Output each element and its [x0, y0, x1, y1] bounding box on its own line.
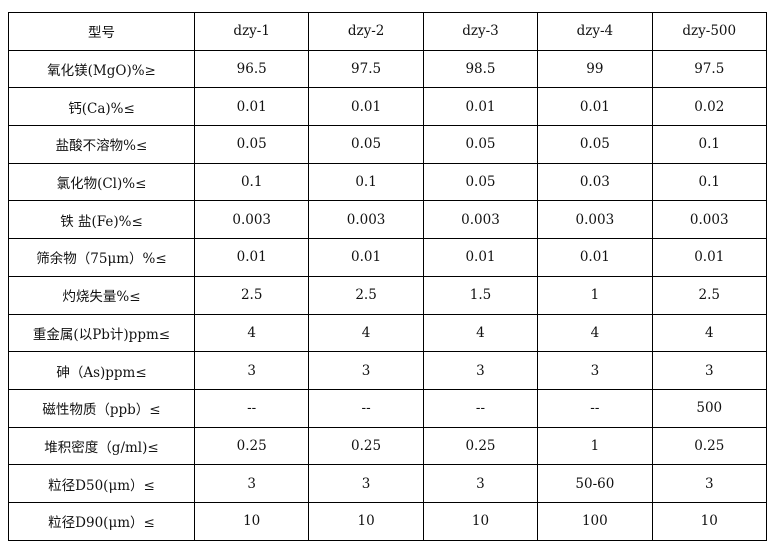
value-cell: 500: [651, 388, 767, 428]
value-cell: 1.5: [422, 275, 539, 315]
value-cell: 0.01: [193, 87, 310, 127]
value-cell: 2.5: [308, 275, 424, 315]
value-cell: 0.25: [651, 426, 767, 466]
value-cell: 0.003: [537, 200, 653, 240]
value-cell: dzy-500: [651, 12, 767, 51]
value-cell: dzy-2: [308, 12, 424, 51]
value-cell: 0.003: [422, 200, 539, 240]
value-cell: --: [422, 388, 539, 428]
value-cell: 3: [308, 351, 424, 390]
value-cell: 0.003: [651, 200, 767, 240]
spec-table: 型号 dzy-1 dzy-2 dzy-3 dzy-4 dzy-500 氧化镁(MgO)%≥ 9…: [8, 12, 767, 541]
value-cell: 99: [537, 49, 653, 89]
value-cell: 98.5: [422, 49, 539, 89]
value-cell: 0.003: [308, 200, 424, 240]
value-cell: dzy-1: [193, 12, 310, 51]
value-cell: 4: [422, 313, 539, 353]
value-cell: 4: [651, 313, 767, 353]
value-cell: 0.03: [537, 162, 653, 202]
row-label-cell: 筛余物（75μm）%≤: [8, 238, 195, 277]
value-cell: 3: [308, 464, 424, 503]
row-label-cell: 型号: [8, 12, 195, 51]
value-cell: 0.05: [537, 125, 653, 164]
value-cell: --: [193, 388, 310, 428]
row-label-cell: 粒径D90(μm）≤: [8, 501, 195, 541]
value-cell: 0.01: [537, 238, 653, 277]
row-label-cell: 氧化镁(MgO)%≥: [8, 49, 195, 89]
value-cell: 10: [651, 501, 767, 541]
table-row: 盐酸不溶物%≤ 0.05 0.05 0.05 0.05 0.1: [8, 125, 767, 164]
value-cell: dzy-3: [422, 12, 539, 51]
value-cell: 10: [422, 501, 539, 541]
row-label-cell: 盐酸不溶物%≤: [8, 125, 195, 164]
value-cell: 0.01: [308, 238, 424, 277]
value-cell: 10: [193, 501, 310, 541]
table-row: 砷（As)ppm≤ 3 3 3 3 3: [8, 351, 767, 390]
value-cell: 0.01: [651, 238, 767, 277]
value-cell: 97.5: [308, 49, 424, 89]
row-label-cell: 磁性物质（ppb）≤: [8, 388, 195, 428]
value-cell: --: [308, 388, 424, 428]
row-label-cell: 堆积密度（g/ml)≤: [8, 426, 195, 466]
value-cell: 4: [193, 313, 310, 353]
table-row: 堆积密度（g/ml)≤ 0.25 0.25 0.25 1 0.25: [8, 426, 767, 466]
table-row: 重金属(以Pb计)ppm≤ 4 4 4 4 4: [8, 313, 767, 353]
value-cell: 3: [422, 351, 539, 390]
row-label-cell: 氯化物(Cl)%≤: [8, 162, 195, 202]
value-cell: 0.01: [308, 87, 424, 127]
value-cell: 0.1: [651, 162, 767, 202]
value-cell: dzy-4: [537, 12, 653, 51]
value-cell: 0.01: [422, 238, 539, 277]
value-cell: 3: [651, 464, 767, 503]
row-label-cell: 钙(Ca)%≤: [8, 87, 195, 127]
value-cell: 2.5: [651, 275, 767, 315]
row-label-cell: 铁 盐(Fe)%≤: [8, 200, 195, 240]
value-cell: 3: [651, 351, 767, 390]
value-cell: 50-60: [537, 464, 653, 503]
header-row: 型号 dzy-1 dzy-2 dzy-3 dzy-4 dzy-500: [8, 12, 767, 51]
row-label-cell: 重金属(以Pb计)ppm≤: [8, 313, 195, 353]
value-cell: 3: [537, 351, 653, 390]
table-row: 磁性物质（ppb）≤ -- -- -- -- 500: [8, 388, 767, 428]
value-cell: 10: [308, 501, 424, 541]
row-label-cell: 粒径D50(μm）≤: [8, 464, 195, 503]
value-cell: 0.05: [308, 125, 424, 164]
value-cell: 0.1: [651, 125, 767, 164]
table-row: 氧化镁(MgO)%≥ 96.5 97.5 98.5 99 97.5: [8, 49, 767, 89]
value-cell: 0.05: [422, 125, 539, 164]
value-cell: 1: [537, 275, 653, 315]
table-row: 粒径D90(μm）≤ 10 10 10 100 10: [8, 501, 767, 541]
value-cell: 1: [537, 426, 653, 466]
value-cell: 2.5: [193, 275, 310, 315]
value-cell: 0.01: [422, 87, 539, 127]
value-cell: 4: [308, 313, 424, 353]
value-cell: 0.25: [422, 426, 539, 466]
value-cell: 0.01: [193, 238, 310, 277]
value-cell: 3: [193, 351, 310, 390]
value-cell: 0.003: [193, 200, 310, 240]
value-cell: 4: [537, 313, 653, 353]
value-cell: 0.1: [308, 162, 424, 202]
value-cell: 0.05: [193, 125, 310, 164]
value-cell: 0.01: [537, 87, 653, 127]
value-cell: 100: [537, 501, 653, 541]
table-row: 灼烧失量%≤ 2.5 2.5 1.5 1 2.5: [8, 275, 767, 315]
value-cell: 0.1: [193, 162, 310, 202]
value-cell: 97.5: [651, 49, 767, 89]
table-row: 铁 盐(Fe)%≤ 0.003 0.003 0.003 0.003 0.003: [8, 200, 767, 240]
value-cell: 0.02: [651, 87, 767, 127]
value-cell: 0.05: [422, 162, 539, 202]
table-row: 筛余物（75μm）%≤ 0.01 0.01 0.01 0.01 0.01: [8, 238, 767, 277]
table-row: 氯化物(Cl)%≤ 0.1 0.1 0.05 0.03 0.1: [8, 162, 767, 202]
row-label-cell: 灼烧失量%≤: [8, 275, 195, 315]
table-row: 钙(Ca)%≤ 0.01 0.01 0.01 0.01 0.02: [8, 87, 767, 127]
table-row: 粒径D50(μm）≤ 3 3 3 50-60 3: [8, 464, 767, 503]
value-cell: --: [537, 388, 653, 428]
value-cell: 0.25: [193, 426, 310, 466]
value-cell: 3: [193, 464, 310, 503]
value-cell: 96.5: [193, 49, 310, 89]
value-cell: 3: [422, 464, 539, 503]
row-label-cell: 砷（As)ppm≤: [8, 351, 195, 390]
value-cell: 0.25: [308, 426, 424, 466]
